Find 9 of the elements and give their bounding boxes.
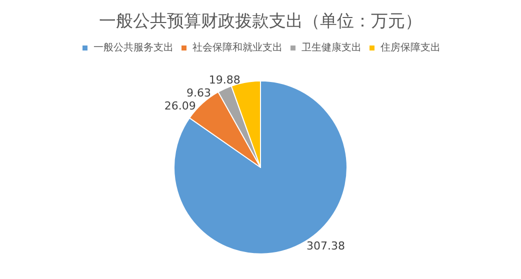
legend-label: 社会保障和就业支出 <box>192 42 282 54</box>
data-label: 9.63 <box>186 86 211 100</box>
legend-label: 一般公共服务支出 <box>94 42 174 54</box>
data-label: 26.09 <box>164 100 196 113</box>
data-label: 19.88 <box>208 74 240 87</box>
legend-label: 住房保障支出 <box>380 42 440 54</box>
data-label: 307.38 <box>306 239 345 252</box>
chart-title: 一般公共预算财政拨款支出（单位：万元） <box>99 12 422 32</box>
legend-label: 卫生健康支出 <box>302 42 362 54</box>
